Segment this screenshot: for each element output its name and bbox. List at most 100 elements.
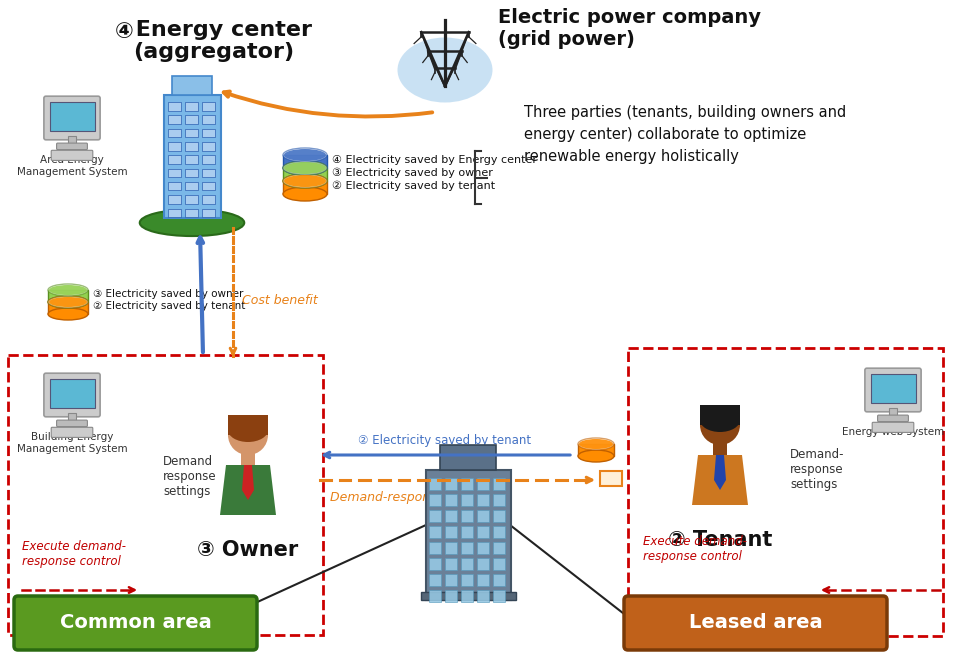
Text: Demand
response
settings: Demand response settings (163, 455, 217, 498)
FancyBboxPatch shape (461, 558, 473, 570)
FancyBboxPatch shape (168, 102, 180, 111)
Text: ② Electricity saved by tenant: ② Electricity saved by tenant (332, 181, 495, 191)
FancyBboxPatch shape (493, 477, 505, 490)
FancyBboxPatch shape (51, 150, 93, 160)
Text: ③ Electricity saved by owner: ③ Electricity saved by owner (93, 289, 244, 299)
FancyBboxPatch shape (163, 94, 221, 218)
Ellipse shape (284, 175, 326, 187)
FancyBboxPatch shape (713, 433, 727, 455)
Ellipse shape (49, 285, 87, 295)
FancyBboxPatch shape (168, 155, 180, 164)
Ellipse shape (700, 408, 740, 432)
Text: ② Tenant: ② Tenant (668, 530, 772, 550)
FancyBboxPatch shape (445, 494, 457, 506)
FancyBboxPatch shape (68, 413, 76, 422)
FancyBboxPatch shape (48, 290, 88, 302)
FancyBboxPatch shape (445, 574, 457, 585)
FancyBboxPatch shape (429, 494, 441, 506)
FancyBboxPatch shape (185, 182, 198, 191)
FancyBboxPatch shape (203, 129, 215, 137)
Text: ② Electricity saved by tenant: ② Electricity saved by tenant (358, 434, 532, 447)
FancyBboxPatch shape (441, 445, 495, 470)
FancyBboxPatch shape (203, 209, 215, 217)
Polygon shape (220, 465, 276, 515)
Ellipse shape (283, 187, 327, 201)
FancyBboxPatch shape (185, 168, 198, 177)
FancyBboxPatch shape (57, 143, 87, 150)
FancyBboxPatch shape (420, 592, 516, 600)
FancyBboxPatch shape (185, 195, 198, 204)
FancyBboxPatch shape (493, 494, 505, 506)
FancyBboxPatch shape (493, 558, 505, 570)
FancyBboxPatch shape (865, 368, 921, 412)
FancyBboxPatch shape (477, 494, 489, 506)
Text: Execute demand-
response control: Execute demand- response control (643, 535, 747, 563)
FancyBboxPatch shape (228, 415, 268, 435)
Ellipse shape (579, 439, 613, 449)
Text: ② Electricity saved by tenant: ② Electricity saved by tenant (93, 301, 246, 311)
FancyBboxPatch shape (493, 574, 505, 585)
FancyBboxPatch shape (493, 510, 505, 521)
FancyBboxPatch shape (203, 102, 215, 111)
FancyBboxPatch shape (283, 168, 327, 181)
FancyBboxPatch shape (445, 589, 457, 601)
Text: Demand-response incentive: Demand-response incentive (330, 491, 506, 504)
FancyBboxPatch shape (50, 102, 94, 131)
Ellipse shape (284, 149, 326, 161)
FancyBboxPatch shape (185, 102, 198, 111)
FancyBboxPatch shape (445, 477, 457, 490)
Text: Leased area: Leased area (689, 614, 823, 632)
FancyBboxPatch shape (51, 427, 93, 438)
FancyBboxPatch shape (168, 182, 180, 191)
FancyBboxPatch shape (461, 510, 473, 521)
Ellipse shape (48, 296, 88, 308)
Text: Demand-
response
settings: Demand- response settings (790, 448, 845, 491)
FancyBboxPatch shape (429, 510, 441, 521)
Ellipse shape (48, 308, 88, 320)
Text: Common area: Common area (60, 614, 212, 632)
Text: (grid power): (grid power) (498, 30, 635, 49)
FancyBboxPatch shape (48, 302, 88, 314)
FancyBboxPatch shape (578, 444, 614, 456)
FancyBboxPatch shape (445, 558, 457, 570)
Ellipse shape (48, 296, 88, 308)
Text: Three parties (tenants, building owners and
energy center) collaborate to optimi: Three parties (tenants, building owners … (524, 105, 847, 164)
Circle shape (700, 405, 740, 445)
FancyBboxPatch shape (873, 422, 914, 432)
FancyBboxPatch shape (203, 142, 215, 150)
FancyBboxPatch shape (445, 525, 457, 537)
FancyBboxPatch shape (461, 589, 473, 601)
Ellipse shape (397, 38, 492, 102)
Text: Execute demand-
response control: Execute demand- response control (22, 540, 126, 568)
FancyBboxPatch shape (477, 574, 489, 585)
Polygon shape (714, 455, 726, 490)
FancyBboxPatch shape (203, 155, 215, 164)
Text: Electric power company: Electric power company (498, 8, 761, 27)
FancyBboxPatch shape (429, 525, 441, 537)
FancyBboxPatch shape (477, 558, 489, 570)
FancyBboxPatch shape (185, 129, 198, 137)
FancyBboxPatch shape (203, 195, 215, 204)
FancyBboxPatch shape (283, 155, 327, 168)
FancyBboxPatch shape (241, 443, 255, 465)
FancyBboxPatch shape (877, 415, 908, 422)
Polygon shape (242, 465, 254, 500)
FancyBboxPatch shape (700, 405, 740, 425)
FancyBboxPatch shape (461, 541, 473, 554)
FancyBboxPatch shape (172, 75, 212, 94)
FancyBboxPatch shape (871, 374, 916, 403)
Ellipse shape (228, 418, 268, 442)
FancyBboxPatch shape (889, 408, 897, 417)
Text: ③ Owner: ③ Owner (198, 540, 299, 560)
FancyBboxPatch shape (44, 96, 100, 140)
FancyBboxPatch shape (461, 574, 473, 585)
FancyBboxPatch shape (429, 541, 441, 554)
FancyBboxPatch shape (493, 541, 505, 554)
FancyBboxPatch shape (44, 373, 100, 417)
FancyBboxPatch shape (425, 470, 511, 600)
FancyBboxPatch shape (429, 574, 441, 585)
FancyBboxPatch shape (185, 142, 198, 150)
FancyBboxPatch shape (477, 510, 489, 521)
Ellipse shape (283, 174, 327, 188)
FancyBboxPatch shape (168, 195, 180, 204)
